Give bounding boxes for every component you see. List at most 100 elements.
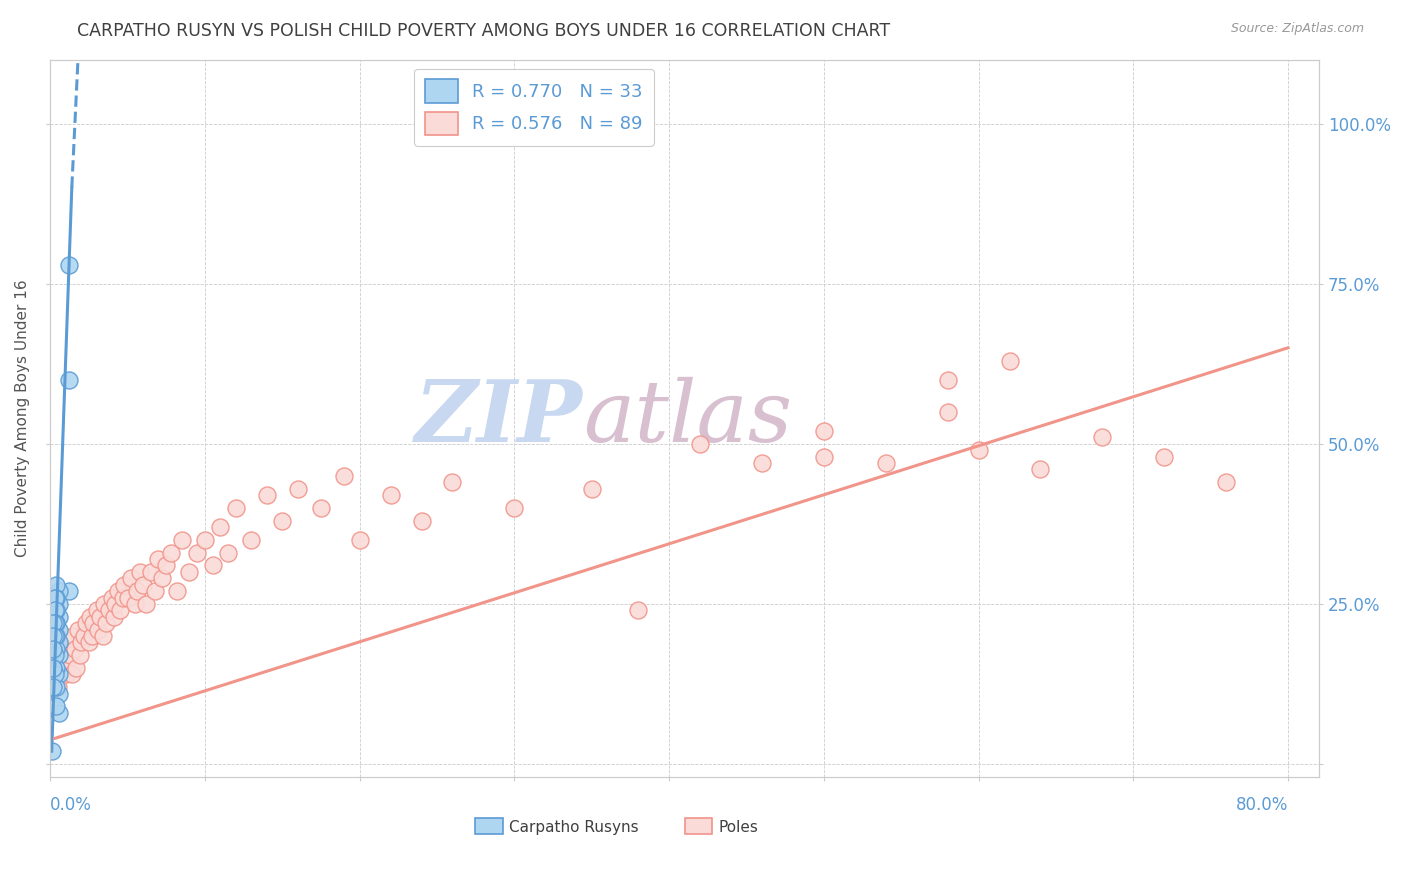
Point (287, 482, 309, 496)
Point (89, 609, 111, 624)
Point (41, 744, 63, 758)
Point (46, 680, 69, 694)
Point (117, 591, 139, 605)
Point (56, 655, 79, 669)
Point (45, 661, 67, 675)
Point (107, 584, 129, 599)
Point (51, 661, 73, 675)
Point (125, 584, 148, 599)
Point (349, 533, 371, 547)
Point (70, 635, 93, 649)
FancyBboxPatch shape (685, 819, 713, 834)
Point (55, 667, 77, 681)
Point (48, 706, 70, 720)
Point (225, 500, 247, 515)
Text: Source: ZipAtlas.com: Source: ZipAtlas.com (1230, 22, 1364, 36)
Legend: R = 0.770   N = 33, R = 0.576   N = 89: R = 0.770 N = 33, R = 0.576 N = 89 (415, 69, 654, 145)
Point (48, 623, 70, 637)
Point (87, 623, 110, 637)
Y-axis label: Child Poverty Among Boys Under 16: Child Poverty Among Boys Under 16 (15, 279, 30, 557)
Point (411, 514, 433, 528)
Point (160, 546, 183, 560)
Point (42, 641, 65, 656)
Point (936, 405, 959, 419)
Point (45, 578, 67, 592)
Point (48, 609, 70, 624)
Point (86, 603, 108, 617)
Point (967, 443, 990, 458)
Point (42, 616, 65, 631)
Point (79, 609, 101, 624)
Point (44, 667, 66, 681)
Point (333, 468, 356, 483)
Point (77, 635, 100, 649)
Point (1153, 450, 1175, 464)
Point (627, 603, 650, 617)
Point (45, 699, 67, 714)
Point (69, 648, 91, 662)
Point (150, 571, 173, 585)
Point (143, 584, 166, 599)
Point (201, 558, 224, 573)
Point (256, 488, 278, 502)
Point (49, 641, 72, 656)
Point (112, 578, 135, 592)
Point (139, 565, 162, 579)
Point (124, 597, 146, 611)
Point (45, 603, 67, 617)
Point (120, 571, 142, 585)
Point (103, 609, 125, 624)
Point (58, 373, 80, 387)
Point (97, 603, 120, 617)
Point (48, 687, 70, 701)
Point (148, 552, 170, 566)
Point (45, 641, 67, 656)
Point (166, 584, 188, 599)
Point (80, 629, 103, 643)
Point (48, 667, 70, 681)
Text: ZIP: ZIP (415, 376, 583, 460)
Point (101, 591, 124, 605)
Point (1215, 475, 1237, 490)
Point (73, 629, 96, 643)
Point (42, 629, 65, 643)
Point (82, 616, 104, 631)
Point (63, 641, 86, 656)
Point (48, 648, 70, 662)
Text: 80.0%: 80.0% (1236, 796, 1288, 814)
Point (998, 353, 1021, 368)
Point (813, 424, 835, 438)
Point (132, 578, 155, 592)
Point (936, 373, 959, 387)
Point (104, 597, 127, 611)
Point (1029, 462, 1052, 476)
Text: 0.0%: 0.0% (51, 796, 91, 814)
Point (503, 500, 526, 515)
Point (44, 629, 66, 643)
Point (875, 456, 897, 470)
Point (44, 616, 66, 631)
Point (58, 258, 80, 272)
Point (62, 629, 84, 643)
Point (93, 597, 115, 611)
Point (45, 680, 67, 694)
Point (59, 648, 82, 662)
Point (44, 648, 66, 662)
Point (60, 667, 83, 681)
Point (155, 558, 177, 573)
Point (65, 661, 87, 675)
Point (271, 514, 294, 528)
Point (94, 616, 117, 631)
Point (108, 603, 131, 617)
Point (48, 597, 70, 611)
Point (44, 603, 66, 617)
Point (42, 661, 65, 675)
Point (66, 623, 89, 637)
Point (128, 565, 150, 579)
Point (45, 616, 67, 631)
Point (135, 597, 157, 611)
Point (75, 616, 97, 631)
Point (48, 655, 70, 669)
Point (380, 488, 402, 502)
Point (46, 661, 69, 675)
